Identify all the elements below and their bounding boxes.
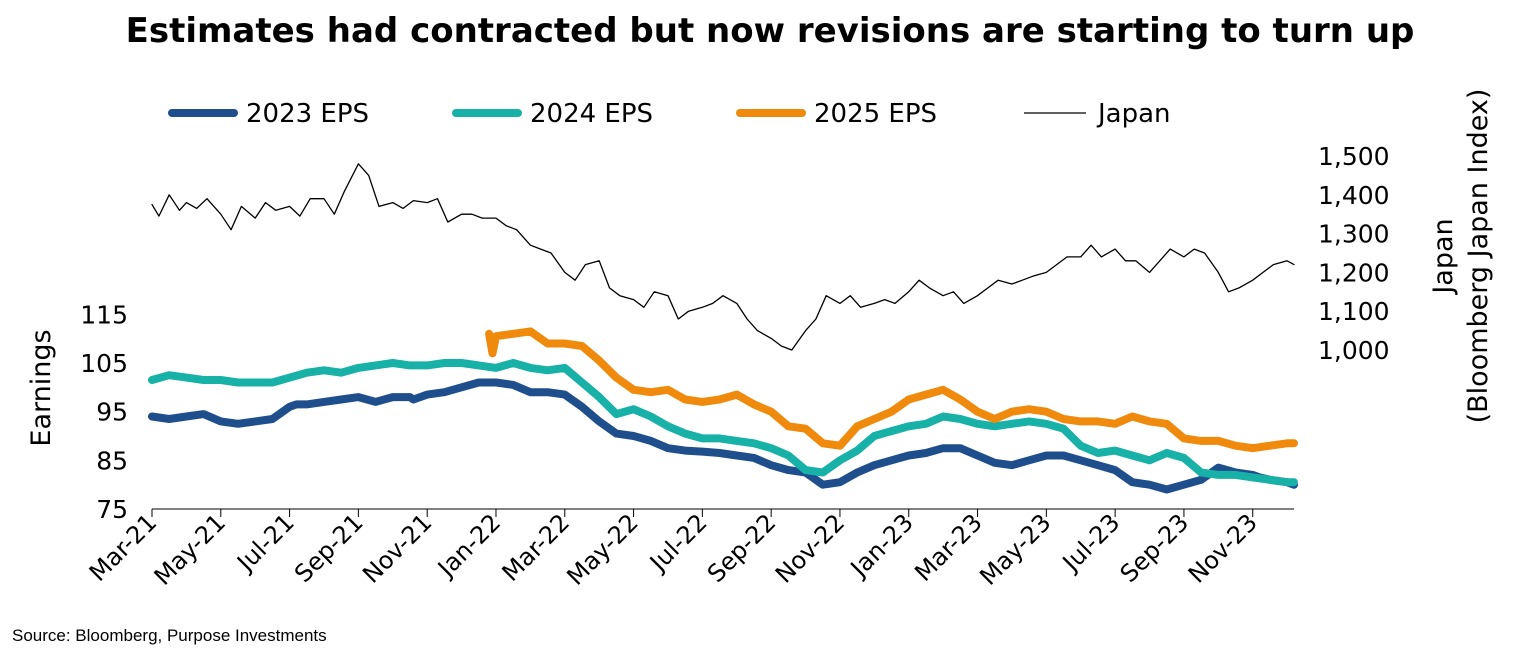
y-tick-label: 115 bbox=[80, 300, 128, 329]
x-tick-label: Jan-22 bbox=[431, 508, 506, 583]
x-tick-label: Jan-23 bbox=[844, 508, 919, 583]
series-line-2025-eps bbox=[485, 327, 1298, 453]
legend-label-2025-eps: 2025 EPS bbox=[814, 99, 937, 129]
y2-tick-label: 1,300 bbox=[1318, 220, 1390, 249]
source-note: Source: Bloomberg, Purpose Investments bbox=[12, 626, 327, 645]
x-tick-label: Mar-22 bbox=[497, 508, 575, 586]
y-tick-label: 75 bbox=[96, 495, 128, 524]
legend-label-japan: Japan bbox=[1096, 99, 1171, 129]
y2-tick-label: 1,100 bbox=[1318, 297, 1390, 326]
x-tick-label: Nov-21 bbox=[357, 508, 437, 588]
x-tick-label: May-21 bbox=[149, 508, 231, 590]
series-line-japan bbox=[151, 163, 1295, 351]
series-line-2023-eps bbox=[148, 378, 1298, 494]
legend-label-2024-eps: 2024 EPS bbox=[530, 99, 653, 129]
left-y-ticks: 75 85 95 105 115 bbox=[80, 300, 128, 524]
y-tick-label: 85 bbox=[96, 446, 128, 475]
legend-label-2023-eps: 2023 EPS bbox=[246, 99, 369, 129]
y2-axis-label-line1: Japan bbox=[1428, 218, 1459, 295]
legend: 2023 EPS 2024 EPS 2025 EPS Japan bbox=[168, 99, 1171, 129]
y2-tick-label: 1,400 bbox=[1318, 181, 1390, 210]
series-lines bbox=[148, 163, 1298, 494]
right-y-ticks: 1,000 1,100 1,200 1,300 1,400 1,500 bbox=[1318, 142, 1390, 365]
y2-tick-label: 1,200 bbox=[1318, 258, 1390, 287]
y-axis-label: Earnings bbox=[26, 329, 57, 446]
y2-tick-label: 1,000 bbox=[1318, 336, 1390, 365]
x-tick-label: Sep-23 bbox=[1115, 508, 1195, 588]
y2-tick-label: 1,500 bbox=[1318, 142, 1390, 171]
x-tick-label: May-22 bbox=[561, 508, 643, 590]
x-tick-label: Mar-23 bbox=[909, 508, 987, 586]
x-tick-label: Nov-23 bbox=[1183, 508, 1263, 588]
x-tick-label: May-23 bbox=[974, 508, 1056, 590]
y-tick-label: 95 bbox=[96, 398, 128, 427]
chart-title: Estimates had contracted but now revisio… bbox=[125, 11, 1415, 51]
x-tick-label: Sep-22 bbox=[702, 508, 782, 588]
y-tick-label: 105 bbox=[80, 349, 128, 378]
x-tick-label: Sep-21 bbox=[289, 508, 369, 588]
y2-axis-label-line2: (Bloomberg Japan Index) bbox=[1463, 89, 1494, 424]
series-line-2024-eps bbox=[148, 359, 1298, 487]
x-tick-label: Nov-22 bbox=[770, 508, 850, 588]
